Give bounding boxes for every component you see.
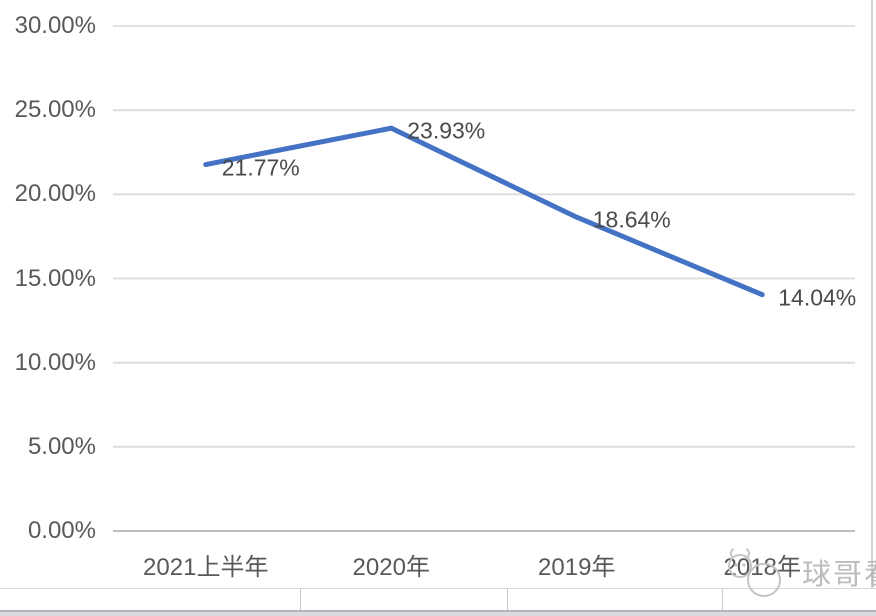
- y-axis-tick-label: 0.00%: [27, 517, 96, 544]
- y-axis-tick-label: 10.00%: [14, 348, 96, 376]
- x-axis-category-label: 2019年: [538, 554, 616, 581]
- data-point-label: 21.77%: [221, 154, 300, 181]
- y-axis-tick-label: 25.00%: [14, 96, 96, 124]
- data-point-label: 18.64%: [592, 206, 671, 233]
- sheet-cell-divider: [722, 589, 723, 610]
- trend-line: [203, 125, 765, 298]
- y-axis-tick-label: 5.00%: [27, 432, 96, 460]
- x-axis-category-label: 2018年: [723, 554, 801, 581]
- y-axis-tick-label: 15.00%: [14, 264, 96, 292]
- sheet-cell-divider: [300, 589, 301, 610]
- x-axis-category-label: 2020年: [352, 554, 430, 581]
- y-axis-tick-label: 20.00%: [14, 180, 96, 208]
- bottom-gray-band: [0, 612, 876, 616]
- sheet-cell-divider: [507, 589, 508, 610]
- x-axis-category-label: 2021上半年: [143, 554, 269, 581]
- spreadsheet-row: [0, 589, 876, 610]
- window-right-border: [871, 0, 873, 610]
- data-point-label: 14.04%: [778, 284, 857, 311]
- sheet-row-top-border: [0, 588, 876, 589]
- sheet-row-bottom-border: [0, 610, 876, 612]
- y-axis-tick-label: 30.00%: [14, 12, 96, 39]
- data-point-label: 23.93%: [407, 117, 486, 144]
